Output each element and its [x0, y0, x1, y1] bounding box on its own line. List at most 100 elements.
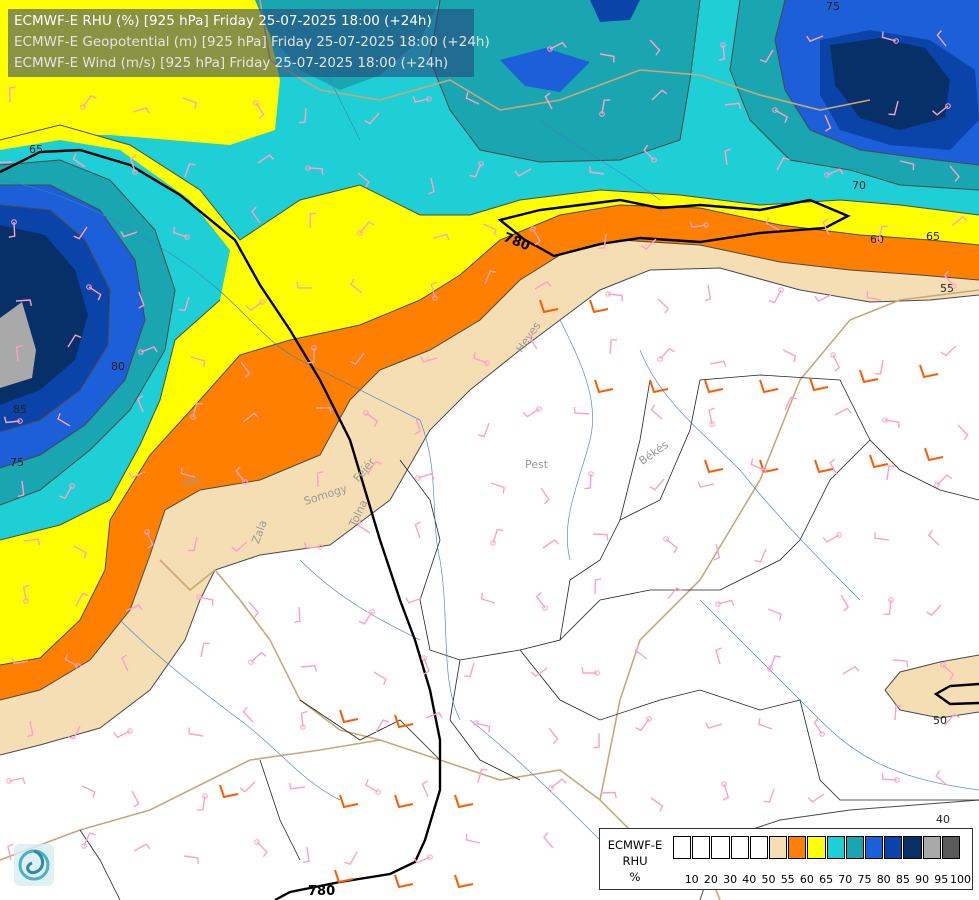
wind-calm-marker — [427, 854, 433, 860]
wind-barb-light — [888, 100, 899, 116]
wind-barb-light — [649, 478, 665, 491]
wind-barb-light — [592, 533, 609, 541]
wind-barb-light — [349, 352, 365, 366]
wind-calm-marker — [375, 789, 381, 795]
wind-barb-strong — [594, 379, 614, 394]
wind-barb-light — [951, 215, 968, 227]
wind-barb-light — [288, 782, 306, 790]
wind-barb-light — [131, 790, 140, 808]
wind-calm-marker — [703, 222, 709, 228]
wind-barb-light — [704, 284, 712, 302]
wind-barb-light — [235, 466, 246, 483]
header-geopotential-title: ECMWF-E Geopotential (m) [925 hPa] Frida… — [14, 34, 490, 50]
wind-barb-light — [121, 654, 129, 672]
wind-barb-light — [417, 472, 435, 480]
wind-barb-light — [83, 832, 96, 847]
wind-barb-light — [881, 773, 898, 781]
wind-calm-marker — [81, 843, 87, 849]
wind-barb-light — [478, 422, 490, 437]
legend-tick-label: 100 — [950, 873, 971, 886]
contour-label-50: 50 — [933, 714, 947, 727]
wind-barb-strong — [859, 369, 879, 384]
wind-barb-light — [832, 354, 841, 372]
wind-barb-light — [180, 467, 196, 478]
wind-barb-light — [542, 539, 560, 549]
wind-barb-light — [473, 351, 488, 364]
wind-barb-light — [428, 177, 435, 195]
wind-barb-light — [296, 281, 313, 289]
legend-tick-label: 95 — [934, 873, 949, 886]
wind-barb-light — [599, 53, 615, 63]
wind-barb-light — [16, 344, 23, 362]
wind-barb-light — [657, 298, 670, 314]
wind-barb-light — [874, 532, 890, 541]
wind-calm-marker — [202, 793, 208, 799]
svg-text:50: 50 — [933, 714, 947, 727]
wind-barb-light — [9, 86, 16, 103]
wind-barb-light — [469, 163, 482, 178]
contour-label-55: 55 — [940, 282, 954, 295]
wind-barb-light — [365, 412, 379, 427]
wind-barb-strong — [339, 794, 359, 809]
wind-barb-light — [581, 666, 597, 674]
wind-barb-light — [807, 793, 825, 803]
wind-barb-light — [940, 345, 957, 357]
region-pest: Pest — [525, 458, 549, 471]
wind-calm-marker — [940, 662, 946, 668]
svg-text:75: 75 — [826, 0, 840, 13]
legend-swatch — [692, 836, 711, 859]
wind-barb-light — [251, 206, 261, 224]
wind-calm-marker — [893, 38, 899, 44]
svg-text:65: 65 — [29, 143, 43, 156]
wind-barb-light — [257, 154, 275, 164]
wind-barb-light — [133, 843, 151, 852]
wind-barb-light — [67, 725, 81, 740]
ecmwf-swirl-logo-icon — [14, 844, 54, 886]
wind-barb-light — [532, 228, 541, 246]
wind-calm-marker — [127, 728, 133, 734]
wind-barb-light — [936, 474, 953, 486]
wind-barb-light — [8, 221, 16, 238]
wind-barb-light — [64, 653, 79, 667]
wind-barb-light — [600, 791, 617, 799]
svg-text:55: 55 — [940, 282, 954, 295]
wind-barb-strong — [394, 874, 414, 889]
legend-swatch — [884, 836, 903, 859]
contour-label-80: 80 — [111, 360, 125, 373]
wind-barb-light — [129, 155, 137, 173]
legend-swatch — [749, 836, 768, 859]
wind-calm-marker — [75, 663, 81, 669]
wind-barb-light — [708, 407, 715, 425]
legend-tick-label: 75 — [857, 873, 872, 886]
wind-barb-light — [650, 797, 664, 812]
wind-barb-light — [651, 89, 668, 101]
wind-calm-marker — [761, 467, 767, 473]
wind-calm-marker — [721, 781, 727, 787]
wind-barb-light — [250, 651, 267, 663]
county-boundaries — [79, 374, 979, 900]
legend-tick-label: 55 — [780, 873, 795, 886]
wind-barb-light — [248, 601, 260, 618]
wind-barb-light — [464, 662, 475, 678]
wind-barb-light — [927, 529, 940, 546]
rhu-75-80-patch — [500, 48, 590, 92]
wind-barb-light — [57, 412, 71, 427]
geopotential-780-line-main — [0, 148, 442, 900]
wind-barb-light — [412, 96, 430, 103]
legend-tick-label: 60 — [799, 873, 814, 886]
wind-barb-light — [774, 109, 788, 123]
wind-calm-marker — [836, 532, 842, 538]
wind-barb-light — [309, 212, 317, 229]
wind-barb-light — [7, 843, 14, 861]
geopotential-label-south: 780 — [308, 884, 335, 899]
wind-calm-marker — [6, 778, 12, 784]
svg-text:65: 65 — [926, 230, 940, 243]
wind-barb-light — [298, 107, 307, 124]
wind-barb-light — [23, 584, 30, 602]
wind-barb-light — [643, 144, 655, 161]
wind-barb-light — [544, 92, 553, 110]
legend-tick-label: 90 — [915, 873, 930, 886]
wind-barb-light — [231, 541, 248, 552]
wind-barb-light — [350, 278, 363, 294]
